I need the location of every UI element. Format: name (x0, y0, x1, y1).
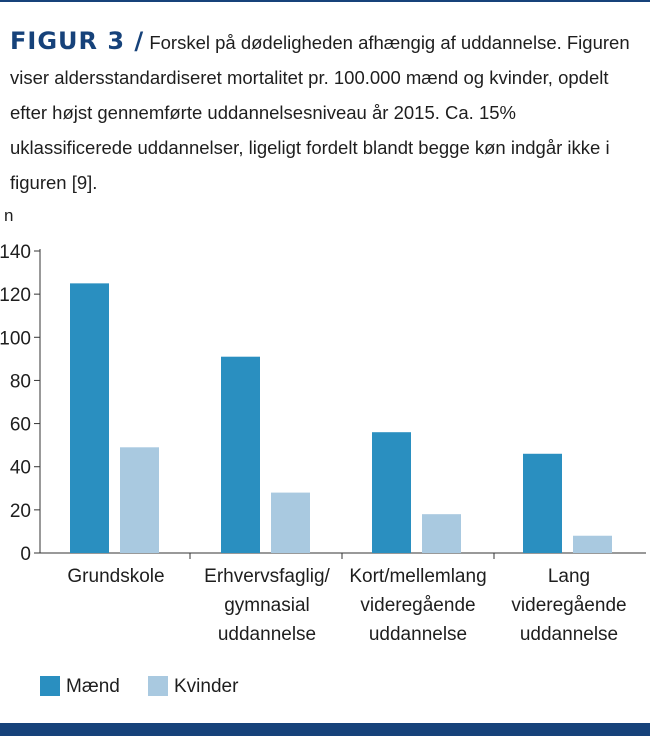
bar-kvinder-4 (573, 535, 612, 553)
y-tick-label-0: 0 (20, 544, 31, 565)
x-category-label-3-line-2: videregående (360, 595, 475, 616)
x-category-label-2-line-2: gymnasial (224, 595, 310, 616)
x-category-label-1-line-1: Grundskole (67, 566, 164, 587)
y-tick-label-140: 140 (0, 242, 31, 263)
x-category-label-4-line-3: uddannelse (520, 624, 618, 645)
bar-maend-4 (523, 453, 562, 553)
x-category-label-2-line-1: Erhvervsfaglig/ (204, 566, 330, 587)
x-category-label-3-line-3: uddannelse (369, 624, 467, 645)
x-category-label-3-line-1: Kort/mellemlang (349, 566, 486, 587)
top-rule (0, 0, 650, 2)
figure-caption: FIGUR 3 / Forskel på dødeligheden afhæng… (10, 24, 642, 200)
bar-maend-1 (70, 283, 109, 553)
y-tick-label-20: 20 (10, 501, 31, 522)
y-tick-label-120: 120 (0, 285, 31, 306)
bar-kvinder-2 (271, 492, 310, 553)
figure-label: FIGUR 3 / (10, 27, 145, 55)
bar-maend-3 (372, 432, 411, 553)
x-category-label-2-line-3: uddannelse (218, 624, 316, 645)
x-category-label-4-line-2: videregående (511, 595, 626, 616)
x-category-label-4-line-1: Lang (548, 566, 590, 587)
bar-kvinder-1 (120, 447, 159, 553)
legend-label-2: Kvinder (174, 676, 239, 697)
caption-text: Forskel på dødeligheden afhængig af udda… (10, 32, 630, 193)
legend-swatch-2 (148, 676, 168, 696)
y-tick-label-80: 80 (10, 371, 31, 392)
y-tick-label-60: 60 (10, 415, 31, 436)
bar-maend-2 (221, 356, 260, 553)
y-tick-label-100: 100 (0, 328, 31, 349)
bottom-rule (0, 723, 650, 736)
bar-chart: n 0 20 40 60 80 100 120 140 Grundskole Erhvervsfag… (0, 206, 646, 697)
legend-swatch-1 (40, 676, 60, 696)
bar-kvinder-3 (422, 514, 461, 553)
legend-label-1: Mænd (66, 676, 120, 697)
y-axis-label: n (4, 206, 13, 225)
y-tick-label-40: 40 (10, 458, 31, 479)
